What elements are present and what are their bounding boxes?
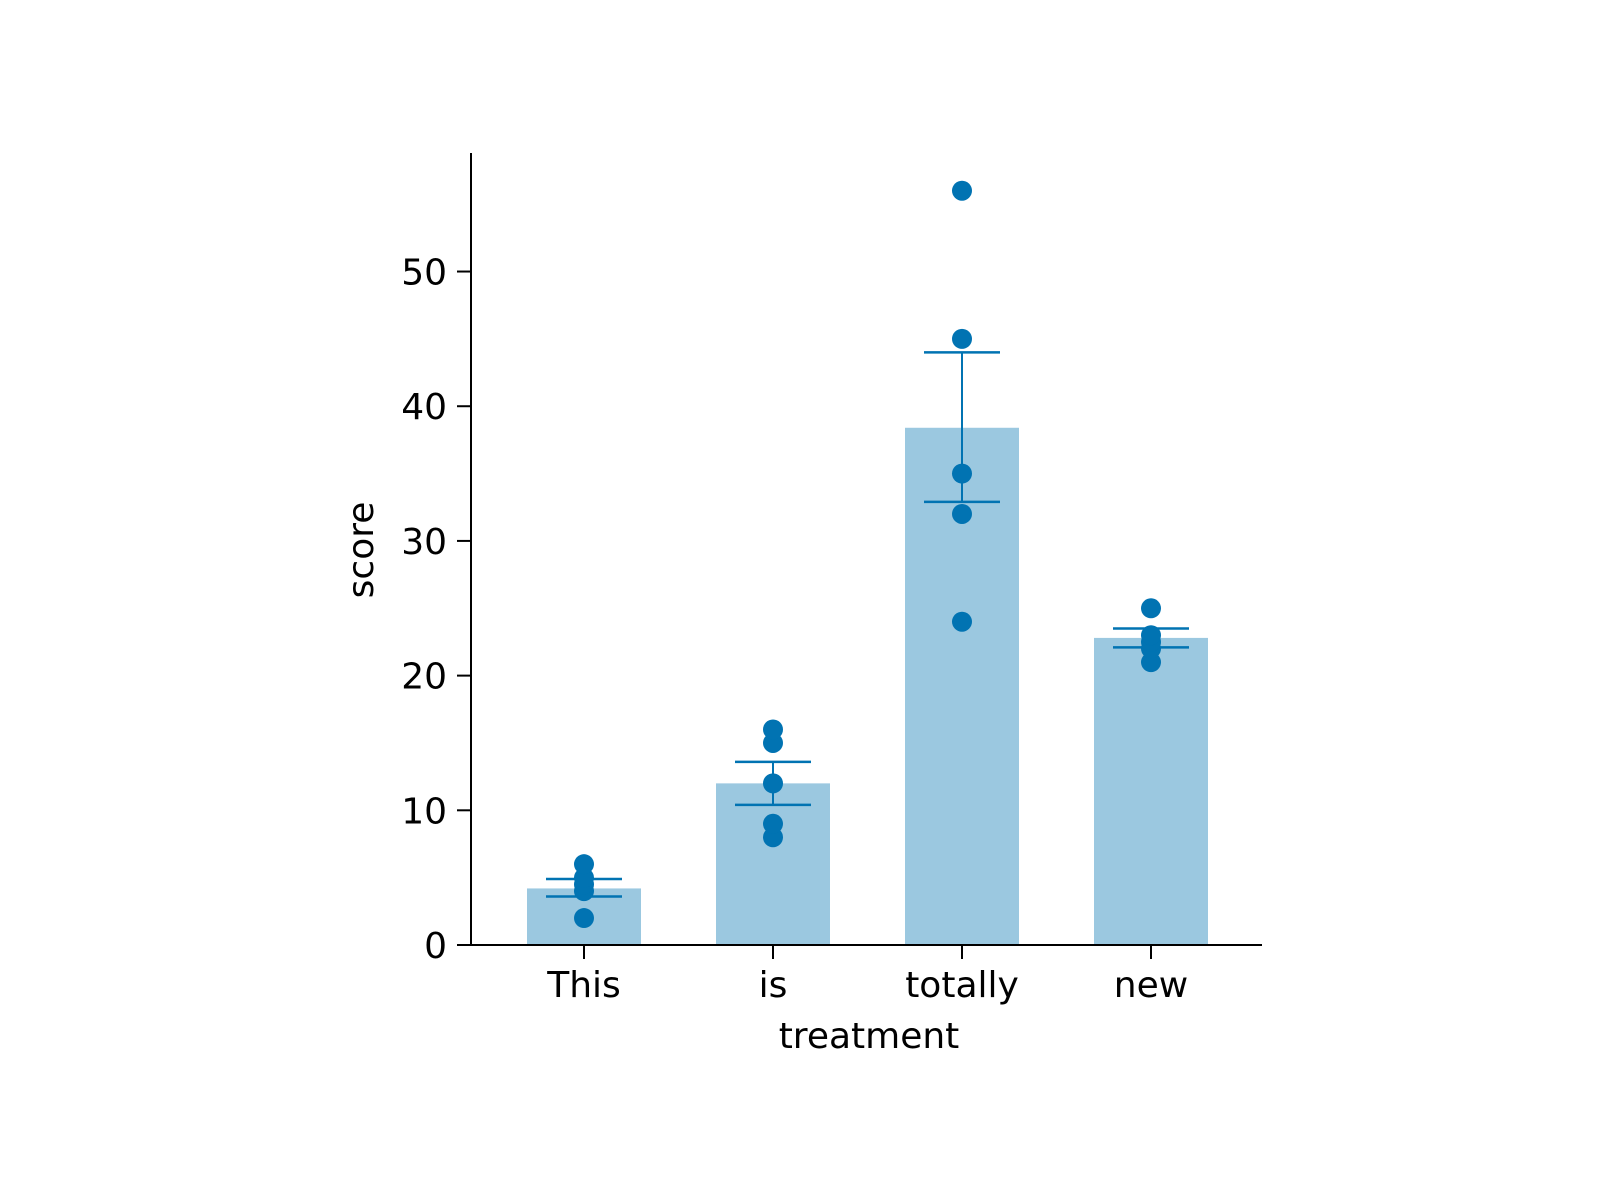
- errorbars-layer: [546, 351, 1189, 898]
- x-axis-label: treatment: [779, 1016, 960, 1057]
- data-point: [763, 773, 783, 794]
- data-point: [952, 503, 972, 524]
- bar-new: [1094, 637, 1208, 945]
- data-point: [952, 328, 972, 349]
- bar-is: [716, 783, 830, 945]
- x-tick-label: is: [759, 965, 788, 1006]
- y-tick-label: 20: [401, 657, 447, 698]
- x-tick-label: new: [1114, 965, 1188, 1006]
- data-point: [952, 463, 972, 484]
- y-tick-label: 10: [401, 791, 447, 832]
- data-point: [1141, 625, 1161, 646]
- y-axis-label: score: [341, 502, 382, 599]
- data-point: [1141, 598, 1161, 619]
- data-point: [574, 908, 594, 929]
- y-tick-label: 40: [401, 387, 447, 428]
- x-tick-label: totally: [905, 965, 1019, 1006]
- bars-layer: [527, 427, 1208, 945]
- x-tick-label: This: [546, 965, 621, 1006]
- data-point: [952, 180, 972, 201]
- y-tick-label: 0: [424, 926, 447, 967]
- data-point: [574, 854, 594, 875]
- data-point: [763, 813, 783, 834]
- data-point: [952, 611, 972, 632]
- axes-layer: 0 10 20 30 40 50 This is totally new: [401, 153, 1262, 1006]
- y-tick-label: 30: [401, 522, 447, 563]
- y-tick-label: 50: [401, 253, 447, 294]
- labels-layer: treatment score: [341, 502, 959, 1057]
- data-point: [763, 719, 783, 740]
- points-layer: [574, 180, 1161, 929]
